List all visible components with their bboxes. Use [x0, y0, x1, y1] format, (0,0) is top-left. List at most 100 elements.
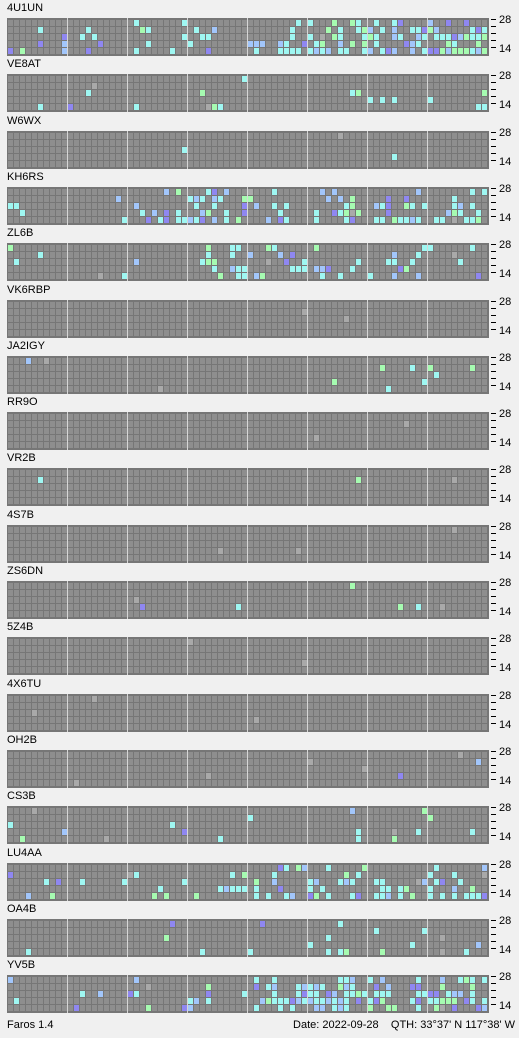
- grid-cell: [200, 245, 205, 252]
- grid-cell: [218, 259, 223, 266]
- grid-cell: [476, 364, 481, 371]
- grid-cell: [182, 540, 187, 547]
- grid-cell: [290, 435, 295, 442]
- grid-cell: [44, 639, 49, 646]
- grid-cell: [434, 597, 439, 603]
- grid-cell: [248, 378, 253, 385]
- grid-cell: [458, 414, 463, 421]
- grid-cell: [26, 540, 31, 547]
- grid-cell: [350, 604, 355, 610]
- grid-cell: [368, 322, 373, 329]
- grid-cell: [476, 583, 481, 589]
- grid-cell: [236, 216, 241, 223]
- band-label-bottom: 14: [499, 99, 512, 112]
- grid-cell: [26, 597, 31, 603]
- grid-cell: [290, 27, 295, 33]
- grid-cell: [176, 216, 181, 223]
- grid-cell: [206, 322, 211, 329]
- grid-cell: [170, 385, 175, 392]
- grid-separator: [67, 243, 68, 282]
- grid-cell: [146, 470, 151, 477]
- grid-cell: [116, 378, 121, 385]
- grid-cell: [134, 27, 139, 33]
- grid-cell: [278, 308, 283, 315]
- grid-cell: [74, 428, 79, 435]
- grid-separator: [247, 468, 248, 507]
- grid-cell: [350, 540, 355, 547]
- grid-cell: [434, 526, 439, 533]
- grid-cell: [80, 484, 85, 491]
- grid-cell: [38, 139, 43, 146]
- grid-cell: [230, 104, 235, 111]
- grid-cell: [8, 554, 13, 561]
- grid-cell: [476, 273, 481, 280]
- grid-cell: [8, 646, 13, 653]
- grid-cell: [92, 273, 97, 280]
- grid-cell: [344, 76, 349, 83]
- grid-cell: [128, 364, 133, 371]
- grid-cell: [92, 139, 97, 146]
- grid-cell: [332, 273, 337, 280]
- grid-cell: [422, 604, 427, 610]
- grid-cell: [92, 202, 97, 209]
- grid-cell: [68, 421, 73, 428]
- grid-cell: [218, 76, 223, 83]
- grid-cell: [218, 202, 223, 209]
- grid-cell: [338, 428, 343, 435]
- grid-cell: [104, 667, 109, 674]
- grid-cell: [266, 421, 271, 428]
- grid-cell: [356, 414, 361, 421]
- grid-cell: [140, 209, 145, 216]
- grid-cell: [290, 301, 295, 308]
- grid-cell: [248, 34, 253, 40]
- grid-cell: [392, 653, 397, 660]
- grid-cell: [50, 259, 55, 266]
- grid-cell: [98, 308, 103, 315]
- grid-cell: [470, 139, 475, 146]
- band-tick: [491, 469, 496, 471]
- grid-cell: [434, 202, 439, 209]
- grid-cell: [338, 266, 343, 273]
- grid-cell: [260, 442, 265, 449]
- grid-cell: [212, 590, 217, 596]
- grid-cell: [182, 20, 187, 26]
- grid-cell: [110, 188, 115, 195]
- grid-cell: [62, 540, 67, 547]
- grid-cell: [62, 378, 67, 385]
- grid-cell: [254, 435, 259, 442]
- grid-cell: [260, 216, 265, 223]
- grid-cell: [344, 308, 349, 315]
- grid-cell: [452, 27, 457, 33]
- grid-cell: [44, 153, 49, 160]
- grid-cell: [14, 308, 19, 315]
- grid-cell: [152, 385, 157, 392]
- grid-cell: [332, 195, 337, 202]
- grid-cell: [260, 357, 265, 364]
- grid-cell: [224, 202, 229, 209]
- grid-cell: [398, 273, 403, 280]
- grid-cell: [80, 329, 85, 336]
- grid-cell: [404, 554, 409, 561]
- grid-cell: [116, 202, 121, 209]
- grid-cell: [206, 20, 211, 26]
- grid-cell: [308, 470, 313, 477]
- band-tick: [491, 603, 496, 604]
- grid-cell: [308, 435, 313, 442]
- grid-cell: [380, 146, 385, 153]
- grid-cell: [242, 216, 247, 223]
- grid-cell: [332, 378, 337, 385]
- grid-cell: [290, 202, 295, 209]
- grid-cell: [230, 533, 235, 540]
- grid-cell: [104, 308, 109, 315]
- grid-cell: [404, 259, 409, 266]
- grid-cell: [74, 364, 79, 371]
- grid-cell: [110, 27, 115, 33]
- grid-cell: [260, 414, 265, 421]
- grid-cell: [452, 491, 457, 498]
- grid-cell: [452, 498, 457, 505]
- grid-cell: [452, 435, 457, 442]
- grid-cell: [44, 252, 49, 259]
- grid-cell: [404, 583, 409, 589]
- grid-cell: [200, 216, 205, 223]
- grid-cell: [86, 76, 91, 83]
